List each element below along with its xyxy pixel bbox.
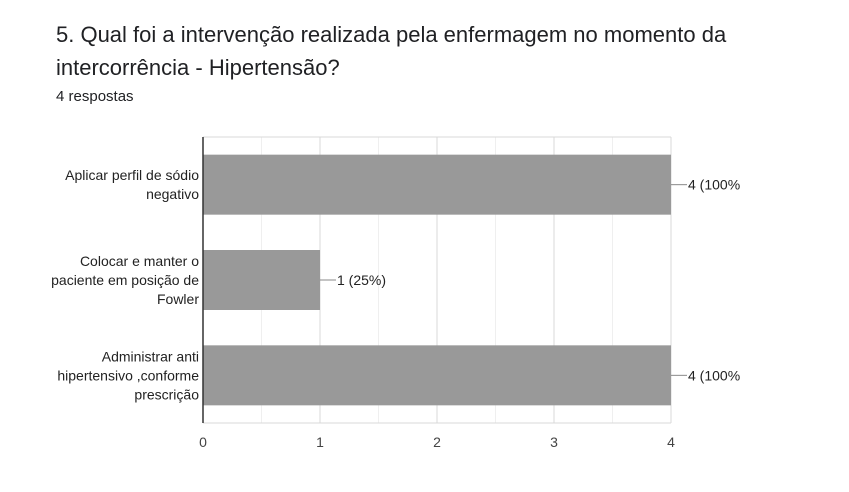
data-label: 1 (25%) xyxy=(337,272,386,288)
data-label: 4 (100% xyxy=(688,177,740,193)
bar xyxy=(203,154,671,215)
category-label: prescrição xyxy=(134,386,199,402)
x-tick-label: 4 xyxy=(667,434,675,450)
data-label: 4 (100% xyxy=(688,367,740,383)
response-count: 4 respostas xyxy=(56,88,134,105)
x-tick-label: 0 xyxy=(199,434,207,450)
category-label: paciente em posição de xyxy=(51,272,199,288)
category-label: Aplicar perfil de sódio xyxy=(65,167,199,183)
x-tick-label: 1 xyxy=(316,434,324,450)
category-label: Colocar e manter o xyxy=(80,253,199,269)
category-label: Fowler xyxy=(157,291,199,307)
category-label: Administrar anti xyxy=(102,348,199,364)
bar xyxy=(203,250,320,310)
category-label: negativo xyxy=(146,186,199,202)
bar xyxy=(203,345,671,406)
question-title: 5. Qual foi a intervenção realizada pela… xyxy=(56,22,727,80)
x-tick-label: 2 xyxy=(433,434,441,450)
category-label: hipertensivo ,conforme xyxy=(57,367,199,383)
x-tick-label: 3 xyxy=(550,434,558,450)
